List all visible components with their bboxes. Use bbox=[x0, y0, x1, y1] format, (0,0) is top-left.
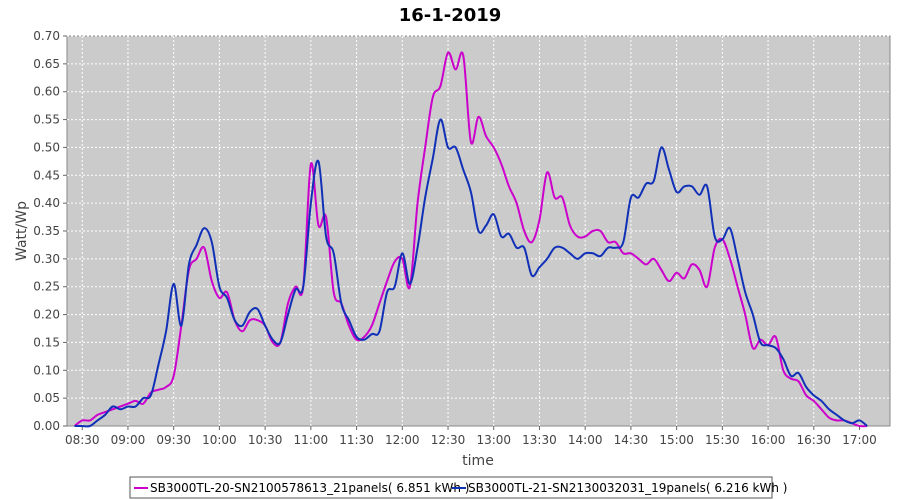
x-tick-label: 11:00 bbox=[294, 433, 329, 447]
y-tick-label: 0.00 bbox=[33, 419, 60, 433]
x-tick-label: 13:30 bbox=[522, 433, 557, 447]
y-tick-label: 0.10 bbox=[33, 363, 60, 377]
y-tick-label: 0.35 bbox=[33, 224, 60, 238]
x-tick-label: 15:30 bbox=[705, 433, 740, 447]
x-tick-label: 14:30 bbox=[614, 433, 649, 447]
x-tick-label: 16:00 bbox=[751, 433, 786, 447]
y-tick-label: 0.55 bbox=[33, 113, 60, 127]
x-tick-label: 16:30 bbox=[796, 433, 831, 447]
x-tick-label: 09:30 bbox=[156, 433, 191, 447]
y-tick-label: 0.25 bbox=[33, 280, 60, 294]
x-tick-label: 10:30 bbox=[248, 433, 283, 447]
grid bbox=[67, 35, 890, 426]
x-axis-ticks: 08:30 09:00 09:30 10:00 10:30 11:00 11:30 12:00… bbox=[65, 426, 877, 447]
series-line-2 bbox=[74, 118, 868, 428]
y-tick-label: 0.30 bbox=[33, 252, 60, 266]
y-tick-label: 0.50 bbox=[33, 140, 60, 154]
y-axis-label: Watt/Wp bbox=[14, 201, 30, 261]
chart-title: 16-1-2019 bbox=[399, 5, 502, 26]
x-axis-label: time bbox=[462, 453, 494, 469]
series-lines bbox=[74, 51, 868, 428]
x-tick-label: 14:00 bbox=[568, 433, 603, 447]
y-tick-label: 0.05 bbox=[33, 391, 60, 405]
y-tick-label: 0.70 bbox=[33, 29, 60, 43]
legend-label-2: SB3000TL-21-SN2130032031_19panels( 6.216… bbox=[468, 481, 787, 495]
y-tick-label: 0.45 bbox=[33, 168, 60, 182]
x-tick-label: 17:00 bbox=[842, 433, 877, 447]
x-tick-label: 08:30 bbox=[65, 433, 100, 447]
legend-entry-2: SB3000TL-21-SN2130032031_19panels( 6.216… bbox=[452, 481, 787, 495]
series-line-1 bbox=[74, 51, 868, 428]
x-tick-label: 11:30 bbox=[339, 433, 374, 447]
y-tick-label: 0.60 bbox=[33, 85, 60, 99]
y-tick-label: 0.15 bbox=[33, 335, 60, 349]
legend: SB3000TL-20-SN2100578613_21panels( 6.851… bbox=[129, 476, 787, 499]
x-tick-label: 12:30 bbox=[431, 433, 466, 447]
x-tick-label: 15:00 bbox=[659, 433, 694, 447]
x-tick-label: 09:00 bbox=[111, 433, 146, 447]
y-tick-label: 0.20 bbox=[33, 308, 60, 322]
x-tick-label: 10:00 bbox=[202, 433, 237, 447]
y-tick-label: 0.65 bbox=[33, 57, 60, 71]
legend-box bbox=[129, 476, 773, 499]
y-tick-label: 0.40 bbox=[33, 196, 60, 210]
x-tick-label: 13:00 bbox=[476, 433, 511, 447]
y-axis-ticks: 0.00 0.05 0.10 0.15 0.20 0.25 0.30 0.35 0.40 0.45… bbox=[33, 29, 67, 433]
legend-entry-1: SB3000TL-20-SN2100578613_21panels( 6.851… bbox=[134, 481, 469, 495]
legend-label-1: SB3000TL-20-SN2100578613_21panels( 6.851… bbox=[150, 481, 469, 495]
x-tick-label: 12:00 bbox=[385, 433, 420, 447]
